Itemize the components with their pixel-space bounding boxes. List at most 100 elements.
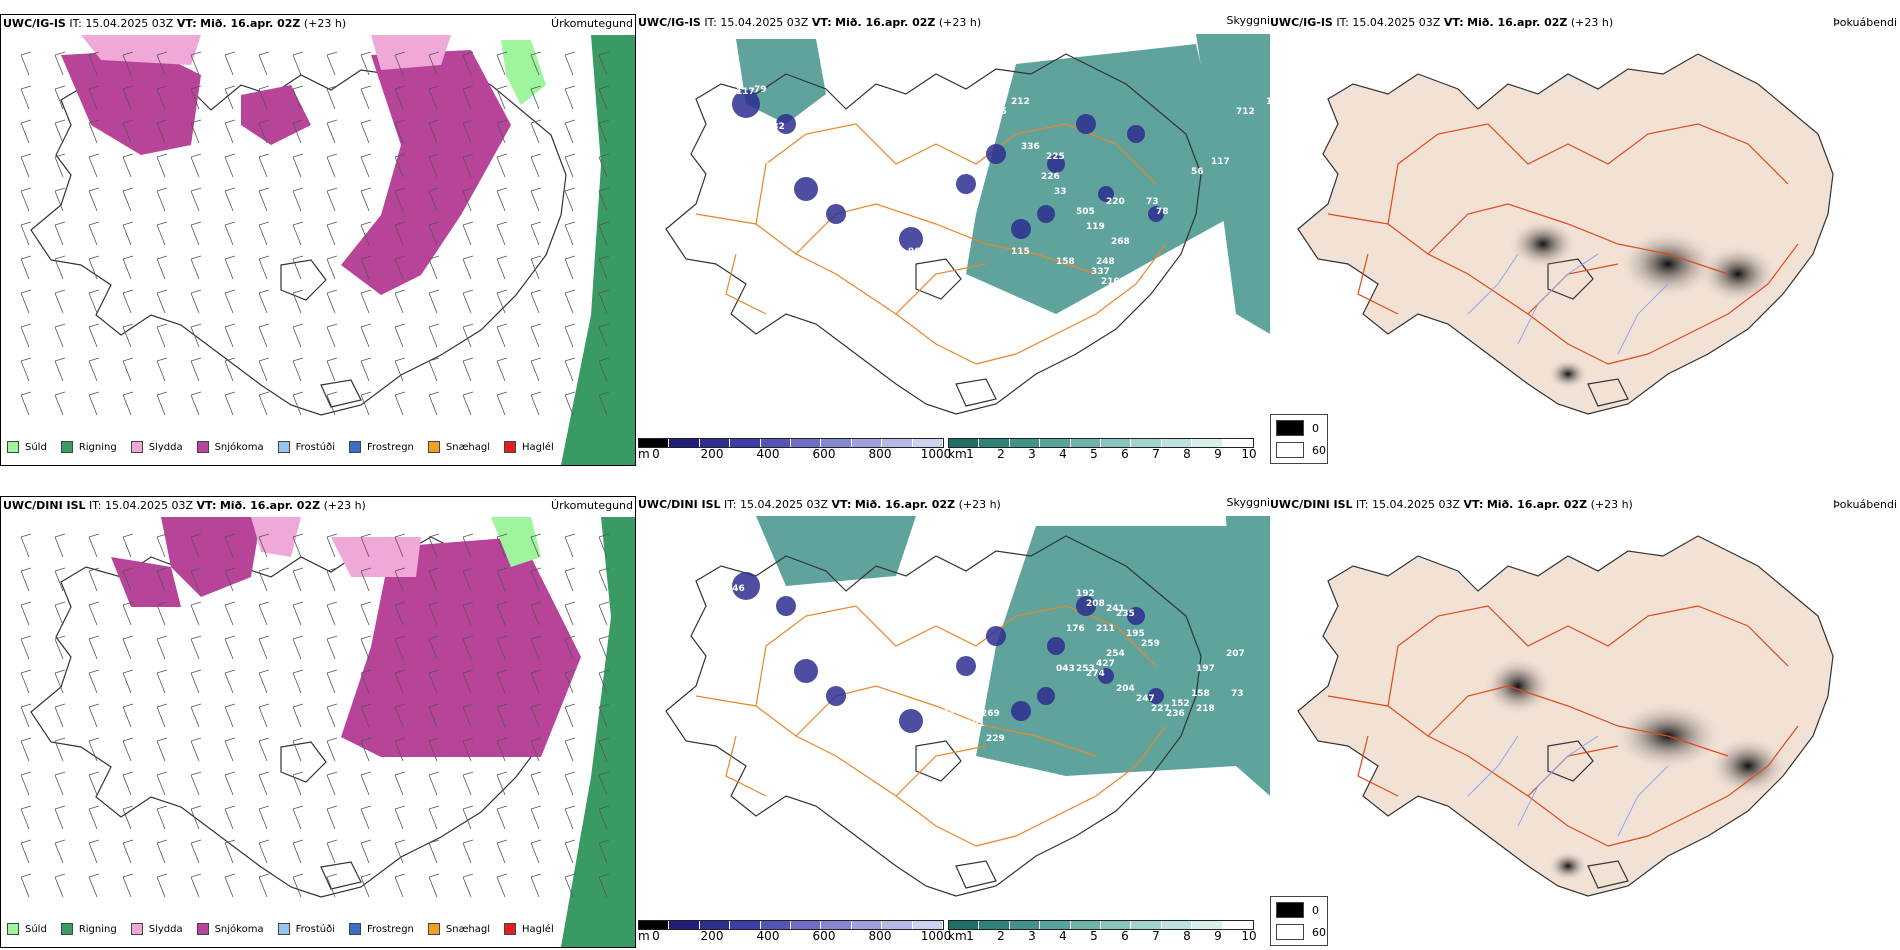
wind-barb [258,289,270,314]
colorbar-cell [882,921,913,929]
elevation-label: 176 [1066,624,1085,634]
wind-barb [598,357,610,382]
wind-barb [496,601,508,626]
elevation-label: 253 [1076,664,1095,674]
mountain-area [1098,668,1114,684]
legend-swatch [349,441,361,453]
wind-barb [224,737,236,762]
wind-barb [292,601,304,626]
elevation-label: 115 [1011,247,1030,257]
wind-barb [394,873,406,898]
mountain-area [1047,637,1065,655]
mountain-area [732,572,760,600]
glacier-outline [320,379,362,408]
elevation-label: 158 [1056,257,1075,267]
wind-barb [360,357,372,382]
wind-barb [54,221,66,246]
wind-barb [564,873,576,898]
wind-barbs [20,533,610,898]
colorbar-tick: 2 [997,447,1005,461]
wind-barb [190,805,202,830]
legend-label: Frostúði [295,923,335,935]
colorbar-cell [1101,439,1132,447]
wind-barb [122,221,134,246]
wind-barb [462,737,474,762]
mountain-area [1098,186,1114,202]
panel-title: UWC/IG-IS IT: 15.04.2025 03Z VT: Mið. 16… [3,17,347,30]
wind-barb [88,187,100,212]
wind-barb [530,391,542,416]
sleet-areas [81,35,451,70]
wind-barb [462,289,474,314]
wind-barb [530,187,542,212]
wind-barb [530,839,542,864]
elevation-label: 158 [1191,689,1210,699]
colorbar-strip [638,438,944,448]
legend-item: Slydda [130,923,183,935]
wind-barb [258,805,270,830]
colorbar-cell [851,921,883,929]
wind-barb [88,51,100,76]
wind-barb [428,839,440,864]
wind-barb [564,703,576,728]
wind-barb [258,703,270,728]
glacier-outline [915,740,962,782]
visibility-panel-top: UWC/IG-IS IT: 15.04.2025 03Z VT: Mið. 16… [636,14,1270,464]
elevation-label: 505 [1076,207,1095,217]
wind-barb [190,703,202,728]
colorbar-cell [760,439,792,447]
wind-barb [394,119,406,144]
wind-barb [462,357,474,382]
mountain-areas [732,572,1164,733]
mountain-area [826,686,846,706]
wind-barb [292,703,304,728]
wind-barb [394,289,406,314]
wind-barb [462,391,474,416]
wind-barb [122,601,134,626]
colorbar-tick: 200 [700,447,724,461]
wind-barb [88,221,100,246]
road [1387,123,1789,225]
wind-barb [496,737,508,762]
fog-map [1297,535,1834,897]
wind-barb [496,255,508,280]
wind-barb [20,635,32,660]
wind-barb [360,289,372,314]
wind-barb [190,289,202,314]
wind-barb [292,805,304,830]
wind-barb [156,567,168,592]
glacier-outline [1587,378,1629,407]
wind-barb [428,669,440,694]
wind-barb [156,737,168,762]
wind-barb [428,289,440,314]
legend-item: Frostúði [277,923,335,935]
elevation-label: 268 [1111,237,1130,247]
wind-barb [530,873,542,898]
elevation-label: 161 [866,704,885,714]
wind-barb [326,323,338,348]
mountain-area [1011,219,1031,239]
legend-item: Rigning [60,441,117,453]
wind-barb [326,737,338,762]
colorbar-cell [639,439,670,447]
wind-barb [54,187,66,212]
wind-barb [598,669,610,694]
wind-barb [428,357,440,382]
elevation-label: 235 [1116,609,1135,619]
legend-label: Haglél [522,923,554,935]
colorbar-tick: 5 [1090,929,1098,943]
wind-barb [598,635,610,660]
wind-barb [496,391,508,416]
wind-barb [360,533,372,558]
wind-barb [122,323,134,348]
elevation-label: 220 [1106,197,1125,207]
wind-barb [326,635,338,660]
wind-barb [258,567,270,592]
wind-barb [530,771,542,796]
wind-barb [360,221,372,246]
elevation-label: 83 [851,247,864,257]
legend-label: Snjókoma [214,923,264,935]
wind-barb [20,737,32,762]
legend-swatch [349,923,361,935]
wind-barb [428,635,440,660]
